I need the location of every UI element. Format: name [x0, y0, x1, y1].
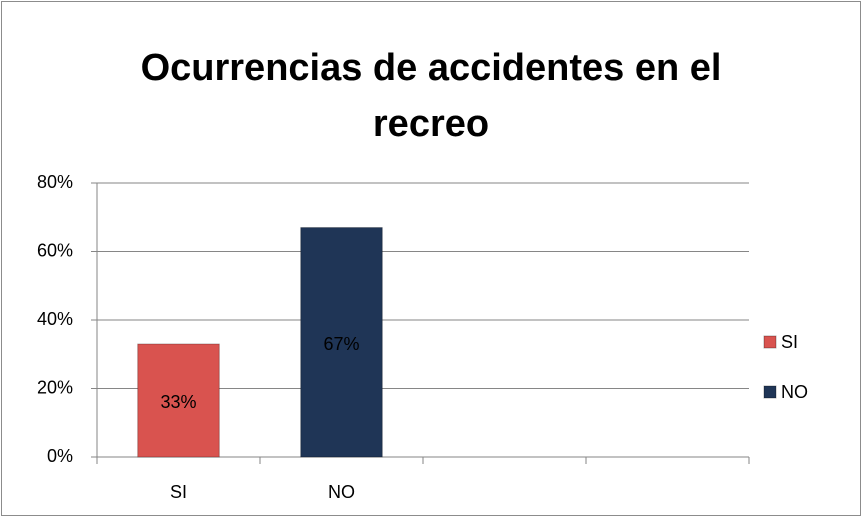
y-tick-label: 80%	[37, 172, 73, 192]
x-tick-label: NO	[328, 482, 355, 502]
bar-shade	[137, 343, 220, 458]
y-tick-label: 20%	[37, 377, 73, 397]
legend-label: SI	[781, 332, 798, 352]
x-tick-label: SI	[170, 482, 187, 502]
chart-title: Ocurrencias de accidentes en el recreo	[140, 47, 722, 145]
data-label: 67%	[323, 334, 359, 354]
y-tick-label: 0%	[47, 446, 73, 466]
y-tick-label: 60%	[37, 240, 73, 260]
y-tick-label: 40%	[37, 309, 73, 329]
legend-swatch	[763, 335, 777, 349]
legend-swatch	[763, 385, 777, 399]
data-label: 33%	[160, 392, 196, 412]
bar-shade	[300, 227, 383, 458]
legend-label: NO	[781, 382, 808, 402]
